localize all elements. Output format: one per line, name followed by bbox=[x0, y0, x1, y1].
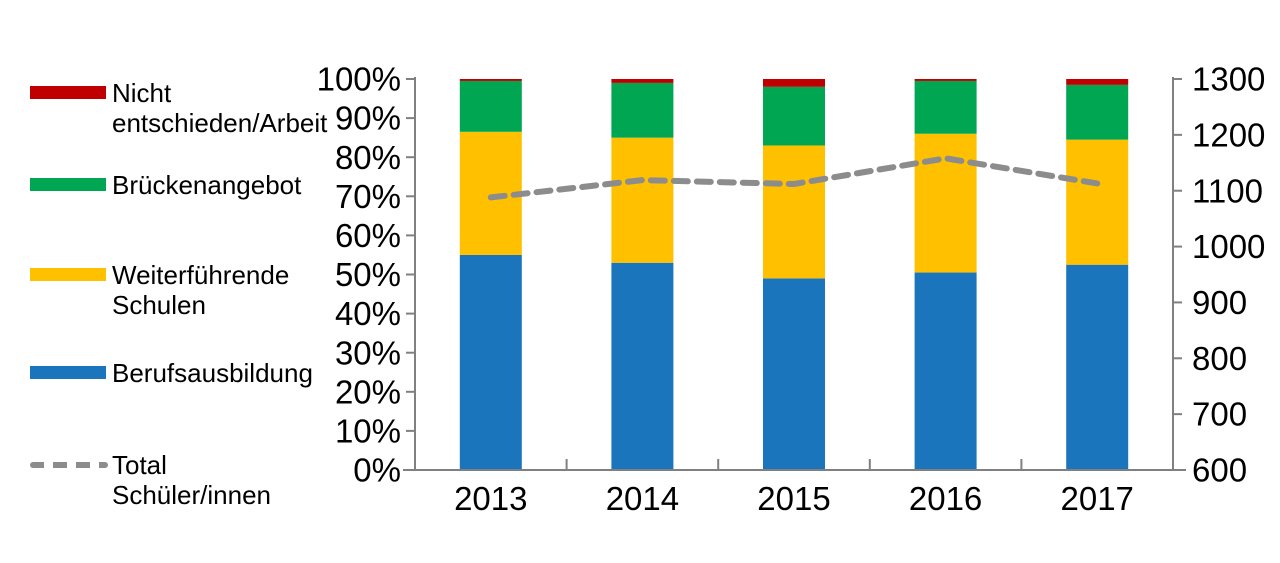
chart-legend: Nicht entschieden/Arbeit Brückenangebot We… bbox=[0, 0, 340, 563]
bar-segment-2017 bbox=[1066, 139, 1129, 265]
bar-segment-2017 bbox=[1066, 264, 1129, 470]
right-axis-label: 800 bbox=[1192, 340, 1247, 377]
bar-segment-2014 bbox=[611, 82, 674, 138]
bar-segment-2016 bbox=[914, 79, 977, 81]
x-axis-label: 2015 bbox=[757, 480, 830, 517]
bar-segment-2013 bbox=[459, 254, 522, 470]
left-axis-label: 20% bbox=[335, 373, 401, 410]
bar-segment-2017 bbox=[1066, 84, 1129, 140]
right-axis-label: 1000 bbox=[1192, 228, 1265, 265]
legend-label-nicht-entschieden-arbeit: Nicht entschieden/Arbeit bbox=[112, 78, 328, 138]
bar-segment-2015 bbox=[763, 86, 825, 146]
legend-label-brueckenangebot: Brückenangebot bbox=[112, 170, 302, 200]
left-axis-label: 40% bbox=[335, 295, 401, 332]
left-axis-label: 60% bbox=[335, 217, 401, 254]
bar-segment-2014 bbox=[611, 79, 674, 83]
bar-segment-2017 bbox=[1066, 79, 1129, 85]
right-axis-label: 1300 bbox=[1192, 61, 1265, 98]
left-axis-label: 80% bbox=[335, 139, 401, 176]
right-axis-label: 900 bbox=[1192, 284, 1247, 321]
left-axis-label: 50% bbox=[335, 256, 401, 293]
bar-segment-2013 bbox=[459, 79, 522, 81]
weiterfuehrende-schulen-color-swatch bbox=[30, 268, 106, 281]
legend-label-berufsausbildung: Berufsausbildung bbox=[112, 358, 313, 388]
bar-segment-2015 bbox=[763, 145, 825, 279]
total-line bbox=[487, 155, 1101, 201]
x-axis-label: 2014 bbox=[606, 480, 679, 517]
right-axis-label: 1200 bbox=[1192, 116, 1265, 153]
bar-segment-2015 bbox=[763, 79, 825, 87]
right-axis-label: 600 bbox=[1192, 452, 1247, 489]
left-axis-label: 30% bbox=[335, 334, 401, 371]
legend-label-total-schueler-innen: Total Schüler/innen bbox=[112, 450, 271, 510]
bar-segment-2016 bbox=[914, 272, 977, 470]
right-axis-label: 1100 bbox=[1192, 172, 1263, 209]
bar-segment-2015 bbox=[763, 278, 825, 470]
dashed-line-swatch bbox=[30, 462, 108, 468]
left-axis-label: 100% bbox=[317, 61, 401, 98]
x-axis-label: 2017 bbox=[1060, 480, 1133, 517]
bar-segment-2016 bbox=[914, 133, 977, 273]
bar-segment-2014 bbox=[611, 137, 674, 263]
bar-segment-2013 bbox=[459, 80, 522, 132]
bar-segment-2014 bbox=[611, 262, 674, 470]
nicht-entschieden-arbeit-color-swatch bbox=[30, 86, 106, 99]
left-axis-label: 0% bbox=[353, 452, 401, 489]
brueckenangebot-color-swatch bbox=[30, 178, 106, 191]
legend-label-weiterfuehrende-schulen: Weiterführende Schulen bbox=[112, 260, 290, 320]
right-axis-label: 700 bbox=[1192, 396, 1247, 433]
left-axis-label: 10% bbox=[335, 412, 401, 449]
bar-segment-2016 bbox=[914, 80, 977, 134]
x-axis-label: 2013 bbox=[454, 480, 527, 517]
left-axis-label: 90% bbox=[335, 100, 401, 137]
left-axis-label: 70% bbox=[335, 178, 401, 215]
berufsausbildung-color-swatch bbox=[30, 366, 106, 379]
x-axis-label: 2016 bbox=[909, 480, 982, 517]
